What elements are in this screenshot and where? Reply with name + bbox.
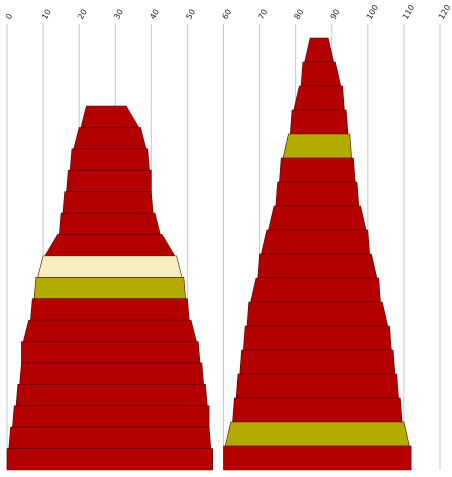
x-tick-labels: 0 10 20 30 40 50 60 70 80 90 100 110 120 [4,3,452,21]
layer-bar [8,426,212,449]
layer-stack [223,37,412,471]
layer-bar [73,127,147,150]
layer-bar [33,276,186,300]
x-tick-label: 10 [40,8,53,21]
layer-bar [80,105,140,128]
layer-bar [22,319,197,342]
layer-bar [300,61,342,87]
layer-bar [44,234,176,257]
layer-bar [21,341,201,364]
x-tick-label: 80 [293,8,306,21]
layer-bar [250,277,381,303]
layer-bar [66,169,152,192]
x-tick-label: 60 [220,8,233,21]
layer-bar [30,298,190,321]
layer-bar [239,349,396,375]
layer-bar [261,229,370,255]
layer-stack [6,105,213,471]
layer-bar [246,301,389,327]
layer-bar [243,325,392,351]
layer-bar [37,255,183,278]
layer-bar [6,448,213,471]
layer-bar [289,109,349,135]
layer-stacks [6,37,412,471]
x-tick-label: 100 [365,3,380,21]
layer-bar [275,181,360,207]
layer-bar [12,405,210,428]
layer-bar [257,253,378,279]
layer-bar [15,384,208,407]
layer-bar [279,157,356,183]
x-tick-label: 120 [437,3,452,21]
layer-bar [223,445,412,471]
layer-bar [232,397,403,423]
x-tick-label: 30 [112,8,125,21]
x-tick-label: 90 [329,8,342,21]
layer-bar [62,191,154,214]
layer-bar [224,421,410,447]
layer-bar [19,362,204,385]
x-tick-label: 40 [148,8,161,21]
layer-bar [69,148,150,171]
layer-bar [268,205,367,231]
x-tick-label: 70 [257,8,270,21]
layer-bar [293,85,345,111]
x-tick-label: 20 [76,8,89,21]
layer-bar [235,373,399,399]
layer-bar [58,212,161,235]
x-tick-label: 50 [184,8,197,21]
layer-bar [304,37,334,63]
x-tick-label: 110 [401,3,416,21]
layer-bar [282,133,352,159]
x-tick-label: 0 [4,12,14,21]
